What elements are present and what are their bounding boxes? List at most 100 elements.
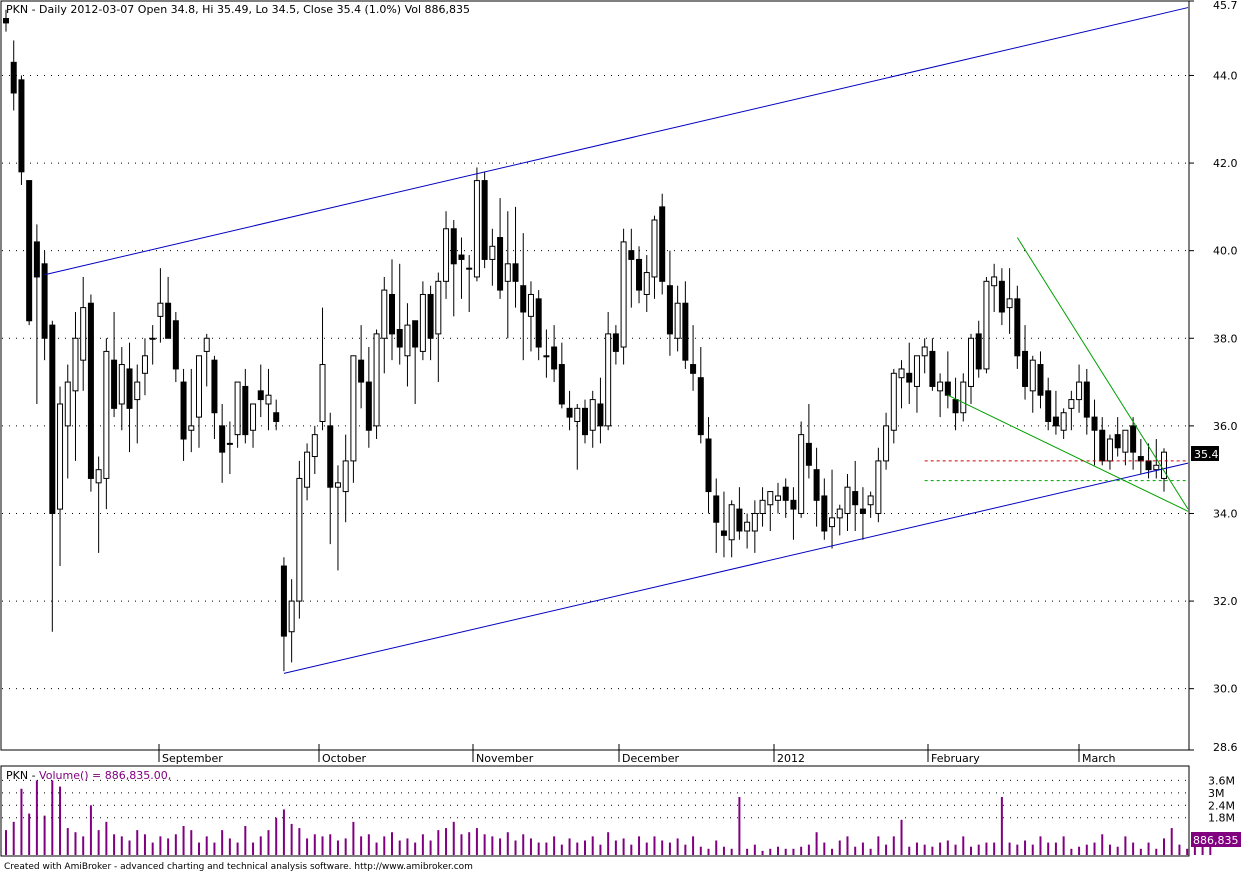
candle-body-up xyxy=(1029,359,1036,392)
candle-body-down xyxy=(636,258,643,291)
candle xyxy=(389,259,395,361)
candle-body-down xyxy=(327,425,334,488)
candle-body-down xyxy=(18,79,25,173)
x-tick-label: September xyxy=(162,752,223,765)
candle xyxy=(111,311,118,418)
candle-body-down xyxy=(720,530,727,536)
candle xyxy=(458,237,465,299)
candle xyxy=(435,272,442,383)
candle-body-up xyxy=(419,293,426,352)
candle-body-down xyxy=(998,280,1005,313)
candle xyxy=(883,412,890,470)
candle-body-up xyxy=(103,350,110,479)
candle-body-down xyxy=(566,407,573,418)
candle xyxy=(512,206,519,308)
candle-body-down xyxy=(180,381,187,440)
candle-body-up xyxy=(1060,412,1067,431)
candle xyxy=(311,425,318,475)
candle xyxy=(867,491,874,518)
candle xyxy=(1106,434,1113,470)
candle xyxy=(87,294,94,492)
candle xyxy=(157,268,164,343)
y-tick-label: 45.7 xyxy=(1213,0,1238,12)
candle-body-up xyxy=(651,219,658,278)
x-tick-label: December xyxy=(622,752,680,765)
candle-body-up xyxy=(605,333,612,427)
y-tick-label: 36.0 xyxy=(1213,420,1238,433)
candle-body-down xyxy=(659,206,666,282)
candle-body-down xyxy=(365,381,372,431)
candle-body-down xyxy=(1045,390,1052,422)
candle xyxy=(697,347,704,444)
candle-body-up xyxy=(728,504,735,541)
candle-body-up xyxy=(1006,298,1013,309)
candle xyxy=(597,377,604,444)
candle-body-down xyxy=(805,442,812,466)
candle xyxy=(543,329,550,378)
candle xyxy=(3,9,9,32)
candle xyxy=(991,263,998,312)
candle xyxy=(1076,364,1083,413)
candle-body-up xyxy=(288,600,295,633)
candle xyxy=(1014,285,1021,369)
candle-body-up xyxy=(95,469,102,484)
candle xyxy=(636,246,643,304)
candle xyxy=(1068,390,1075,431)
candle xyxy=(304,443,311,501)
candle xyxy=(844,474,851,531)
candle xyxy=(859,487,866,540)
candle-body-down xyxy=(165,302,172,339)
candle-body-up xyxy=(767,491,774,506)
candle xyxy=(960,373,967,422)
candle-body-down xyxy=(3,18,9,24)
y-tick-label: 34.0 xyxy=(1213,507,1238,520)
candle-body-up xyxy=(373,333,380,427)
price-panel xyxy=(0,0,1190,751)
candle-body-down xyxy=(1052,416,1059,427)
candle xyxy=(643,255,650,312)
candle xyxy=(736,487,743,540)
candle-body-down xyxy=(690,364,697,374)
candle-body-up xyxy=(443,228,450,282)
candle xyxy=(906,342,913,404)
candle-body-up xyxy=(381,289,388,339)
candle-body-down xyxy=(33,241,40,278)
candle-body-down xyxy=(1014,298,1021,357)
candle-body-up xyxy=(883,425,890,462)
candle xyxy=(10,40,17,111)
candle xyxy=(690,325,697,391)
volume-panel xyxy=(0,765,1190,857)
candle-body-down xyxy=(358,359,365,383)
x-tick-label: November xyxy=(476,752,534,765)
candle xyxy=(103,338,110,510)
candle-body-up xyxy=(80,307,87,361)
candle-body-down xyxy=(458,254,465,260)
candle-body-up xyxy=(643,272,650,295)
candle xyxy=(450,220,457,317)
candle xyxy=(365,347,372,448)
candle-body-down xyxy=(1114,434,1121,449)
candle-body-down xyxy=(10,61,17,94)
candle xyxy=(921,338,928,374)
candle xyxy=(682,281,689,369)
candle-body-up xyxy=(1122,429,1129,453)
candle xyxy=(551,325,558,383)
candle xyxy=(64,364,71,479)
candle xyxy=(705,417,712,514)
y-tick-label: 40.0 xyxy=(1213,245,1238,258)
volume-badge-bg xyxy=(1191,832,1241,847)
candle-body-up xyxy=(319,364,326,422)
candle-body-up xyxy=(466,267,473,270)
candle-body-up xyxy=(157,302,164,317)
candle xyxy=(49,320,56,632)
candle-body-up xyxy=(118,364,125,405)
candle xyxy=(782,478,789,518)
candle-body-up xyxy=(960,381,967,414)
candle-body-up xyxy=(1076,381,1083,401)
candle xyxy=(589,390,596,448)
trendline-channel-upper xyxy=(44,7,1189,276)
y-tick-label: 30.0 xyxy=(1213,683,1238,696)
chart-title: PKN - Daily 2012-03-07 Open 34.8, Hi 35.… xyxy=(6,3,470,16)
